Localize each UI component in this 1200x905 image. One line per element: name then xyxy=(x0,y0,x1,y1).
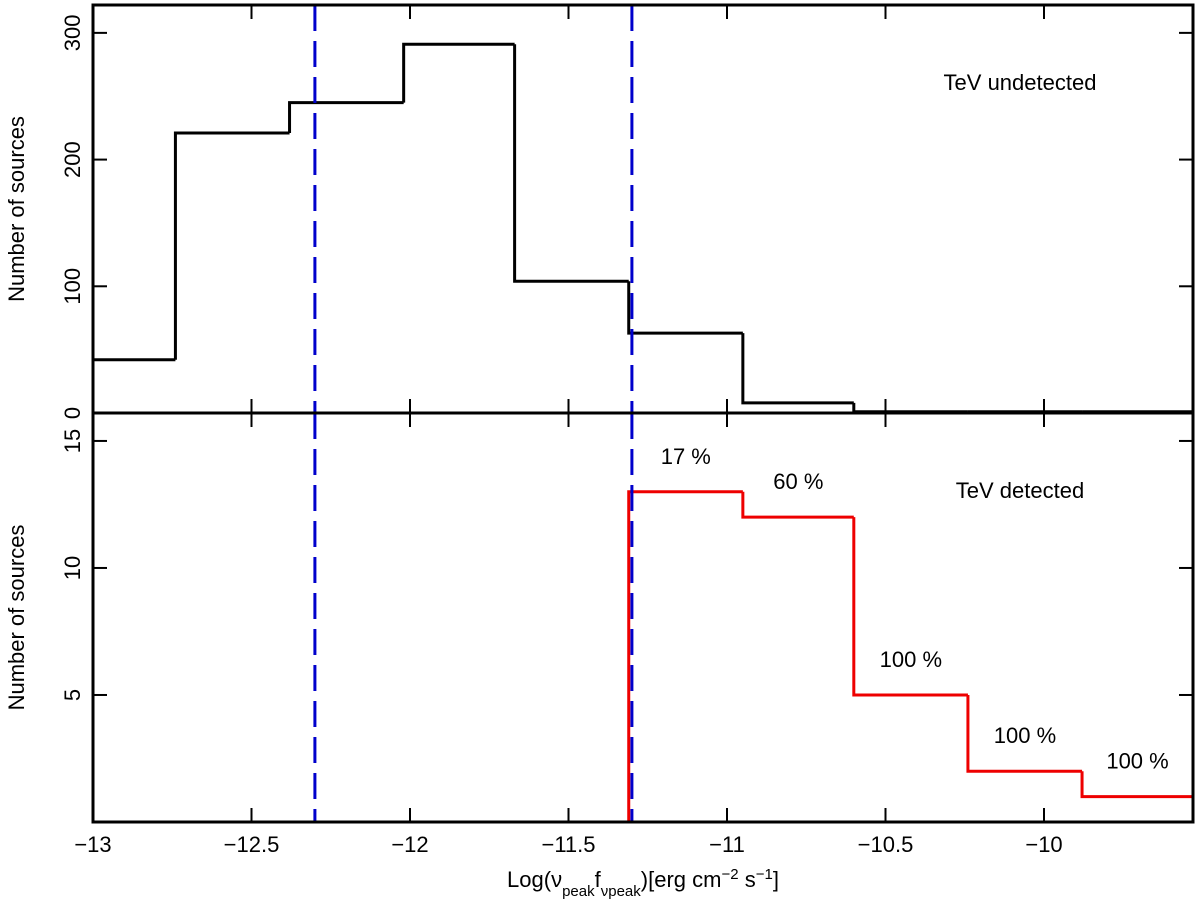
y-tick-label: 0 xyxy=(60,407,85,419)
histogram-bar xyxy=(852,402,968,413)
x-tick-label: −13 xyxy=(74,832,111,857)
x-axis-label-part: νpeak xyxy=(601,883,642,900)
x-axis-label-part: −1 xyxy=(756,866,773,883)
y-axis-label: Number of sources xyxy=(4,116,29,302)
histogram-bar xyxy=(1080,771,1193,799)
histogram-bar xyxy=(966,694,1083,773)
histogram-bar xyxy=(402,42,515,103)
histogram-bar xyxy=(93,358,176,362)
x-axis-label-part: Log(ν xyxy=(507,867,562,892)
x-tick-label: −12.5 xyxy=(224,832,280,857)
y-tick-label: 200 xyxy=(60,141,85,178)
x-axis-label-part: peak xyxy=(562,883,595,900)
y-tick-label: 300 xyxy=(60,15,85,52)
x-axis-label: Log(νpeakfνpeak)[erg cm−2 s−1] xyxy=(507,866,779,900)
value-label: 100 % xyxy=(994,723,1056,748)
plot-frame xyxy=(91,411,1195,824)
x-tick-label: −11 xyxy=(709,832,745,857)
plot-area xyxy=(627,490,1193,822)
x-axis-label-part: )[erg cm xyxy=(641,867,722,892)
annotation: TeV detected xyxy=(956,478,1084,503)
x-axis-label-part: f xyxy=(595,867,602,892)
histogram-bar xyxy=(741,333,854,405)
plot-frame xyxy=(91,3,1195,415)
histogram-bar xyxy=(513,44,629,283)
x-tick-label: −11.5 xyxy=(541,832,595,857)
x-tick-label: −10.5 xyxy=(858,832,914,857)
value-label: 100 % xyxy=(880,647,942,672)
x-tick-label: −10 xyxy=(1025,832,1062,857)
x-axis-label-part: ] xyxy=(773,867,779,892)
y-tick-label: 100 xyxy=(60,268,85,305)
histogram-bar xyxy=(852,517,968,697)
x-axis-label-part: s xyxy=(739,867,756,892)
x-tick-label: −12 xyxy=(391,832,428,857)
value-label: 60 % xyxy=(773,469,823,494)
value-label: 100 % xyxy=(1106,749,1168,774)
histogram-bar xyxy=(627,281,743,335)
y-tick-label: 5 xyxy=(60,689,85,701)
histogram-bar xyxy=(173,131,290,360)
value-label: 17 % xyxy=(661,444,711,469)
histogram-bar xyxy=(288,101,404,133)
histogram-bar xyxy=(627,490,743,822)
annotation: TeV undetected xyxy=(944,70,1097,95)
histogram-bar xyxy=(741,491,854,519)
plot-area xyxy=(93,42,1193,413)
y-axis-label: Number of sources xyxy=(4,525,29,711)
x-axis-label-part: −2 xyxy=(721,866,738,883)
y-tick-label: 10 xyxy=(60,556,85,580)
y-tick-label: 15 xyxy=(60,429,85,453)
